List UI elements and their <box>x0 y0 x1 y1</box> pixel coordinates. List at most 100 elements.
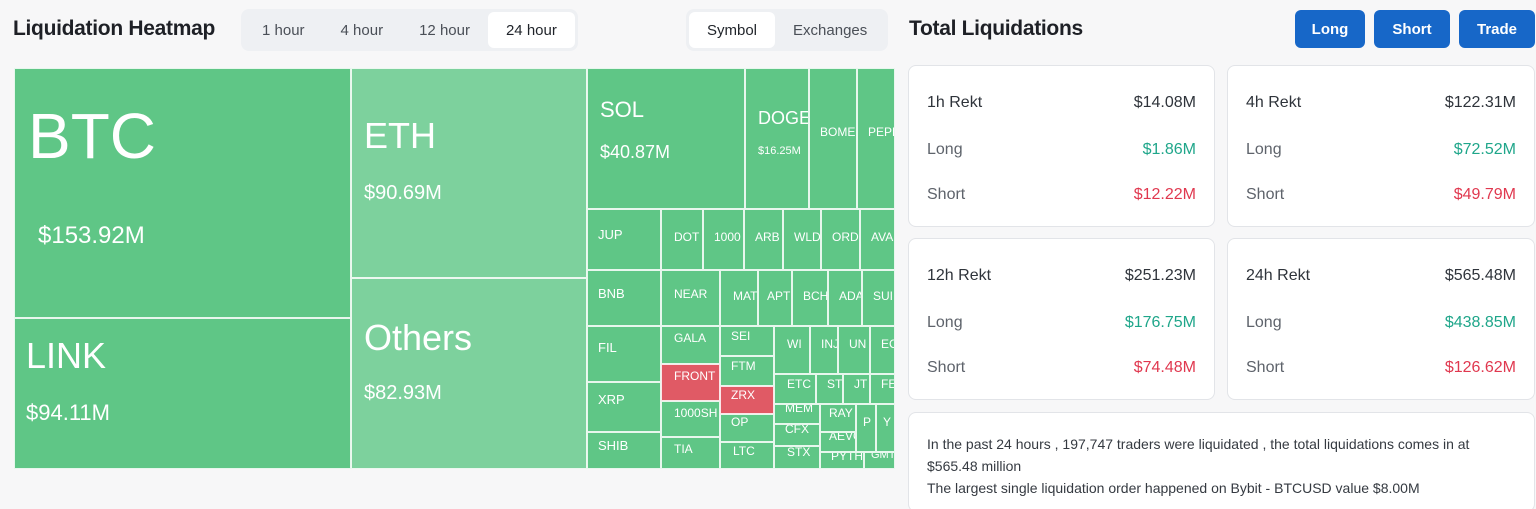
tile-value: $153.92M <box>38 222 145 249</box>
card-total: $14.08M <box>1133 94 1196 111</box>
tile-symbol: SOL <box>600 97 645 122</box>
trade-button[interactable]: Trade <box>1459 10 1535 48</box>
tile-aevo[interactable]: AEVO <box>820 432 856 452</box>
tile-symbol: 1000 <box>714 230 741 244</box>
tile-y[interactable]: Y <box>876 404 895 452</box>
mode-option-symbol[interactable]: Symbol <box>689 12 776 48</box>
tile-mem[interactable]: MEM <box>774 404 820 424</box>
tile-op[interactable]: OP <box>720 414 774 442</box>
tile-apt[interactable]: APT <box>758 270 792 326</box>
card-short-label: Short <box>927 359 966 376</box>
tile-symbol: JT <box>854 377 868 391</box>
tile-st[interactable]: ST <box>816 374 843 404</box>
tile-symbol: WI <box>787 337 802 351</box>
tile-bnb[interactable]: BNB <box>587 270 661 326</box>
card-long-label: Long <box>927 141 963 158</box>
tile-sei[interactable]: SEI <box>720 326 774 356</box>
tile-wi[interactable]: WI <box>774 326 810 374</box>
tile-xrp[interactable]: XRP <box>587 382 661 432</box>
tile-sui[interactable]: SUI <box>862 270 895 326</box>
time-option-1h[interactable]: 1 hour <box>262 21 305 39</box>
rekt-card-4h: 4h Rekt $122.31M Long $72.52M Short $49.79M <box>1227 65 1535 227</box>
tile-ava[interactable]: AVA <box>860 209 895 270</box>
tile-symbol: PYTH <box>831 452 864 463</box>
tile-p[interactable]: P <box>856 404 876 452</box>
tile-arb[interactable]: ARB <box>744 209 783 270</box>
tile-fil[interactable]: FIL <box>587 326 661 382</box>
tile-gala[interactable]: GALA <box>661 326 720 364</box>
tile-tia[interactable]: TIA <box>661 437 720 469</box>
tile-symbol: DOT <box>674 230 700 244</box>
tile-pyth[interactable]: PYTH <box>820 452 864 469</box>
card-short-label: Short <box>927 186 966 203</box>
tile-doge[interactable]: DOGE $16.25M <box>745 68 809 209</box>
tile-ray[interactable]: RAY <box>820 404 856 432</box>
tile-jup[interactable]: JUP <box>587 209 661 270</box>
tile-btc[interactable]: BTC $153.92M <box>14 68 351 318</box>
rekt-card-12h: 12h Rekt $251.23M Long $176.75M Short $74.4… <box>908 238 1215 400</box>
card-period: 4h Rekt <box>1246 94 1302 111</box>
tile-others[interactable]: Others $82.93M <box>351 278 587 469</box>
tile-gmt[interactable]: GMT <box>864 452 895 469</box>
card-short-label: Short <box>1246 359 1285 376</box>
tile-symbol: XRP <box>598 392 625 407</box>
tile-sol[interactable]: SOL $40.87M <box>587 68 745 209</box>
tile-symbol: FE <box>881 377 895 391</box>
tile-bome[interactable]: BOME <box>809 68 857 209</box>
heatmap-title: Liquidation Heatmap <box>13 17 215 40</box>
card-long-value: $72.52M <box>1453 141 1516 158</box>
long-button[interactable]: Long <box>1295 10 1365 48</box>
tile-jt[interactable]: JT <box>843 374 870 404</box>
card-total: $251.23M <box>1124 267 1196 284</box>
tile-symbol: OP <box>731 415 749 429</box>
mode-option-exchanges[interactable]: Exchanges <box>793 21 868 39</box>
tile-1000sh[interactable]: 1000SH <box>661 401 720 437</box>
tile-symbol: LTC <box>733 444 755 458</box>
tile-inj[interactable]: INJ <box>810 326 838 374</box>
short-button[interactable]: Short <box>1374 10 1450 48</box>
tile-symbol: STX <box>787 446 811 459</box>
tile-un[interactable]: UN <box>838 326 870 374</box>
tile-symbol: FTM <box>731 359 756 373</box>
tile-symbol: Others <box>364 317 473 358</box>
tile-fe[interactable]: FE <box>870 374 895 404</box>
tile-link[interactable]: LINK $94.11M <box>14 318 351 469</box>
tile-bch[interactable]: BCH <box>792 270 828 326</box>
card-short-value: $74.48M <box>1133 359 1196 376</box>
tile-symbol: NEAR <box>674 287 708 301</box>
tile-mat[interactable]: MAT <box>720 270 758 326</box>
tile-eth[interactable]: ETH $90.69M <box>351 68 587 278</box>
tile-near[interactable]: NEAR <box>661 270 720 326</box>
tile-shib[interactable]: SHIB <box>587 432 661 469</box>
tile-dot[interactable]: DOT <box>661 209 703 270</box>
tile-symbol: UN <box>849 337 867 351</box>
time-range-selector: 1 hour 4 hour 12 hour 24 hour <box>241 9 578 51</box>
tile-wld[interactable]: WLD <box>783 209 821 270</box>
tile-stx[interactable]: STX <box>774 446 820 469</box>
tile-symbol: ORD <box>832 230 859 244</box>
time-option-24h[interactable]: 24 hour <box>487 12 575 48</box>
tile-symbol: FIL <box>598 340 617 355</box>
tile-ec[interactable]: EC <box>870 326 895 374</box>
card-period: 24h Rekt <box>1246 267 1311 284</box>
tile-symbol: SEI <box>731 329 751 343</box>
tile-cfx[interactable]: CFX <box>774 424 820 446</box>
tile-symbol: BNB <box>598 286 625 301</box>
tile-ltc[interactable]: LTC <box>720 442 774 469</box>
tile-ada[interactable]: ADA <box>828 270 862 326</box>
tile-front[interactable]: FRONT <box>661 364 720 401</box>
tile-symbol: SUI <box>873 289 894 303</box>
card-period: 1h Rekt <box>927 94 983 111</box>
tile-pepe[interactable]: PEPE <box>857 68 895 209</box>
total-liquidations-title: Total Liquidations <box>909 17 1083 40</box>
tile-symbol: ZRX <box>731 388 755 402</box>
time-option-12h[interactable]: 12 hour <box>419 21 470 39</box>
time-option-4h[interactable]: 4 hour <box>340 21 384 39</box>
tile-ord[interactable]: ORD <box>821 209 860 270</box>
tile-1000[interactable]: 1000 <box>703 209 744 270</box>
card-total: $565.48M <box>1444 267 1516 284</box>
tile-ftm[interactable]: FTM <box>720 356 774 386</box>
tile-zrx[interactable]: ZRX <box>720 386 774 414</box>
tile-etc[interactable]: ETC <box>774 374 816 404</box>
